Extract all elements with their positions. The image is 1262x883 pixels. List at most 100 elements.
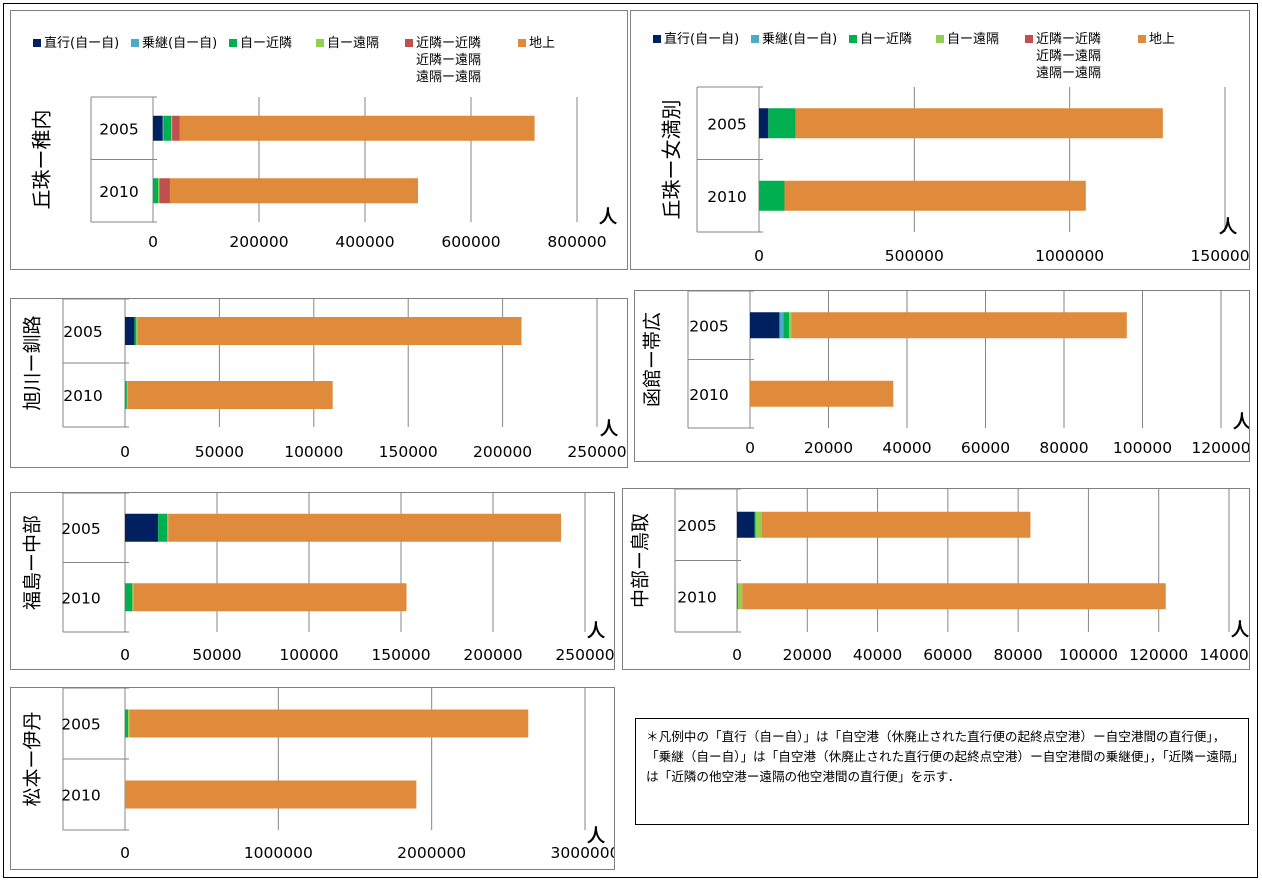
chart-title: 福島ー中部: [22, 515, 44, 610]
bar-segment: [750, 380, 894, 407]
bar-segment: [783, 312, 790, 339]
unit-label: 人: [1231, 620, 1249, 641]
bar-segment: [789, 312, 792, 339]
tick-label: 120000: [1191, 439, 1249, 457]
tick-label: 0: [732, 646, 742, 664]
chart-panel-chubu-tottori: 2005 2010 0 20000 40000 60000 80000 100000 12000…: [622, 488, 1250, 670]
chart-title: 中部ー鳥取: [630, 513, 652, 608]
category-label: 2005: [99, 120, 138, 138]
legend-swatch: [33, 39, 41, 47]
legend-item: 近隣ー近隣 近隣ー遠隔 遠隔ー遠隔: [1025, 31, 1101, 82]
bar-segment: [754, 511, 756, 538]
legend-label: 地上: [529, 36, 556, 51]
chart-panel-asahikawa-kushiro: 2005 2010 0 50000 100000 150000 200000 250000 人 旭…: [10, 298, 628, 468]
tick-label: 20000: [804, 439, 853, 457]
bar-segment: [125, 583, 133, 612]
chart-svg: 2005 2010 0 50000 100000 150000 200000 250000 人 福…: [22, 493, 614, 664]
tick-label: 500000: [885, 247, 944, 265]
bar-segment: [133, 583, 407, 612]
bar-segment: [171, 115, 173, 141]
legend-label: 地上: [1149, 32, 1176, 47]
bar-segment: [134, 317, 137, 345]
category-label: 2010: [63, 387, 102, 405]
tick-label: 40000: [853, 646, 902, 664]
legend-sublabel: 近隣ー遠隔: [416, 53, 482, 68]
bar-segment: [179, 115, 535, 141]
legend-label: 乗継(自ー自): [762, 32, 838, 47]
bar-segment: [784, 180, 1086, 211]
legend-swatch: [1025, 35, 1033, 43]
bar-segment: [791, 312, 1127, 339]
legend-swatch: [518, 39, 526, 47]
legend-item: 地上: [1138, 31, 1175, 48]
bar-segment: [761, 511, 1031, 538]
bar-segment: [167, 513, 169, 542]
legend-item: 地上: [518, 35, 555, 52]
legend-label: 自ー遠隔: [947, 32, 1000, 47]
legend-item: 直行(自ー自): [33, 35, 119, 52]
chart-svg: 2005 2010 0 20000 40000 60000 80000 100000 12000…: [642, 291, 1249, 457]
tick-label: 200000: [463, 646, 522, 664]
tick-label: 20000: [783, 646, 832, 664]
tick-label: 0: [148, 233, 158, 251]
category-label: 2010: [707, 188, 746, 206]
tick-label: 0: [754, 247, 764, 265]
chart-panel-fukushima-chubu: 2005 2010 0 50000 100000 150000 200000 250000 人 福…: [10, 492, 615, 670]
tick-label: 400000: [335, 233, 394, 251]
unit-label: 人: [587, 826, 606, 847]
bar-segment: [159, 178, 170, 204]
chart-svg: 2005 2010 0 50000 100000 150000 200000 250000 人 旭…: [22, 299, 627, 461]
chart-svg: 2005 2010 0 20000 40000 60000 80000 100000 12000…: [630, 489, 1249, 664]
bar-segment: [779, 312, 784, 339]
category-label: 2005: [61, 520, 100, 538]
chart-title: 旭川ー釧路: [22, 315, 44, 410]
note-box: ＊凡例中の「直行（自ー自）」は「自空港（休廃止された直行便の起終点空港）ー自空港…: [635, 718, 1249, 825]
tick-label: 200000: [229, 233, 288, 251]
bar-segment: [129, 709, 529, 738]
tick-label: 1000000: [1035, 247, 1104, 265]
legend-sublabel: 近隣ー遠隔: [1036, 49, 1102, 64]
legend-label: 乗継(自ー自): [142, 36, 218, 51]
tick-label: 2000000: [397, 844, 466, 862]
chart-panel-okadama-memanbetsu: 直行(自ー自) 乗継(自ー自) 自ー近隣 自ー遠隔 近隣ー近隣 近隣ー遠隔 遠隔ー遠隔 地上 …: [630, 10, 1250, 270]
tick-label: 0: [120, 844, 130, 862]
category-label: 2005: [61, 716, 100, 734]
category-label: 2005: [707, 115, 746, 133]
chart-svg: 2005 2010 0 200000 400000 600000 800000 人 丘珠ー稚内: [30, 96, 618, 251]
legend-swatch: [316, 39, 324, 47]
bar-segment: [136, 317, 138, 345]
bar-segment: [750, 312, 780, 339]
tick-label: 3000000: [550, 844, 614, 862]
tick-label: 100000: [284, 443, 343, 461]
bar-segment: [127, 381, 333, 409]
bar-segment: [163, 115, 172, 141]
bar-segment: [137, 317, 522, 345]
bar-segment: [172, 115, 180, 141]
bar-segment: [125, 709, 129, 738]
bar-segment: [755, 511, 762, 538]
tick-label: 50000: [195, 443, 244, 461]
bar-segment: [738, 583, 743, 610]
bar-segment: [168, 513, 562, 542]
tick-label: 60000: [923, 646, 972, 664]
chart-title: 松本ー伊丹: [22, 711, 44, 806]
legend-item: 自ー近隣: [229, 35, 292, 52]
bar-segment: [737, 583, 739, 610]
tick-label: 150000: [379, 443, 438, 461]
tick-label: 200000: [473, 443, 532, 461]
bar-segment: [737, 511, 755, 538]
unit-label: 人: [1233, 412, 1249, 433]
legend-swatch: [229, 39, 237, 47]
legend-label: 自ー遠隔: [327, 36, 380, 51]
category-label: 2010: [61, 787, 100, 805]
tick-label: 120000: [1129, 646, 1188, 664]
legend-item: 自ー近隣: [849, 31, 912, 48]
unit-label: 人: [1219, 217, 1238, 238]
figure-frame: [3, 3, 1258, 878]
legend-swatch: [751, 35, 759, 43]
bar-segment: [128, 709, 130, 738]
bar-segment: [162, 115, 164, 141]
tick-label: 1500000: [1190, 247, 1249, 265]
tick-label: 0: [120, 646, 130, 664]
